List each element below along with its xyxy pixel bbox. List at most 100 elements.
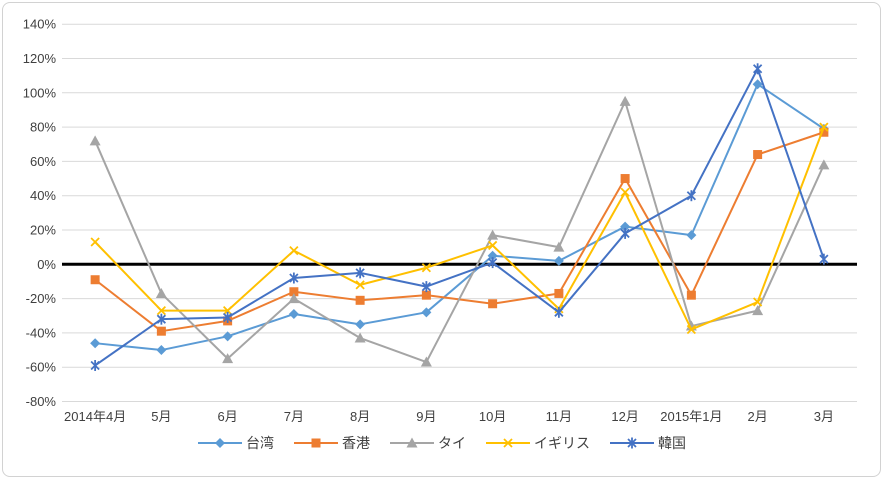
square-marker-icon (819, 127, 829, 137)
x-axis-label: 8月 (350, 409, 370, 424)
x-marker-icon (289, 245, 299, 256)
x-axis-label: 7月 (284, 409, 304, 424)
square-marker-icon (488, 299, 498, 309)
square-marker-icon (311, 438, 321, 448)
series-taiwan-markers (90, 79, 829, 356)
square-marker-icon (156, 326, 166, 336)
x-axis-label: 2015年1月 (660, 409, 722, 424)
square-marker-icon (355, 295, 365, 305)
square-marker-icon (421, 290, 431, 300)
y-tick-label: 120% (23, 51, 57, 66)
diamond-marker-icon (90, 338, 101, 349)
square-marker-icon (289, 287, 299, 297)
x-marker-icon (686, 324, 697, 335)
x-axis-label: 10月 (479, 409, 506, 424)
diamond-marker-icon (487, 250, 498, 261)
x-marker-icon (620, 187, 630, 197)
y-tick-label: 100% (23, 85, 57, 100)
x-axis-label: 9月 (416, 409, 436, 424)
legend-item-uk[interactable]: イギリス (486, 436, 590, 450)
series-hongkong-markers (90, 127, 829, 336)
x-marker-icon (222, 305, 233, 316)
y-tick-label: 60% (30, 154, 56, 169)
x-marker-icon (355, 280, 365, 290)
diamond-marker-icon (355, 319, 366, 330)
series-uk-line (94, 126, 825, 331)
diamond-marker-icon (686, 230, 697, 241)
y-tick-label: -60% (26, 360, 57, 375)
x-marker-icon (486, 438, 530, 448)
x-axis-label: 2014年4月 (64, 409, 126, 424)
x-marker-icon (156, 305, 167, 316)
triangle-marker-icon (553, 241, 565, 252)
series-korea-markers (90, 63, 829, 371)
triangle-marker-icon (155, 287, 167, 298)
series-korea-line (94, 67, 825, 367)
diamond-marker-icon (553, 255, 564, 266)
diamond-marker-icon (620, 221, 631, 232)
square-marker-icon (554, 288, 564, 298)
x-marker-icon (819, 122, 829, 132)
y-tick-label: -40% (26, 325, 57, 340)
triangle-marker-icon (420, 356, 432, 367)
x-axis-label: 2月 (748, 409, 768, 424)
diamond-marker-icon (421, 307, 432, 318)
square-marker-icon (620, 174, 630, 184)
square-marker-icon (686, 290, 696, 300)
asterisk-marker-icon (610, 437, 654, 449)
triangle-marker-icon (288, 293, 300, 304)
x-axis-label: 11月 (546, 409, 573, 424)
y-tick-label: -20% (26, 291, 57, 306)
square-marker-icon (90, 275, 100, 285)
triangle-marker-icon (390, 437, 434, 448)
x-axis-label: 5月 (151, 409, 171, 424)
triangle-marker-icon (222, 353, 234, 364)
triangle-marker-icon (354, 332, 366, 343)
series-hongkong-line (94, 131, 825, 333)
legend-label-thailand: タイ (438, 435, 466, 451)
legend-label-korea: 韓国 (658, 435, 686, 451)
diamond-marker-icon (198, 438, 242, 448)
square-marker-icon (753, 150, 763, 160)
series-taiwan-line (95, 83, 825, 352)
x-axis-label: 6月 (218, 409, 238, 424)
x-marker-icon (487, 240, 498, 251)
y-tick-label: 40% (30, 188, 56, 203)
legend-item-hongkong[interactable]: 香港 (294, 436, 370, 450)
diamond-marker-icon (156, 345, 167, 356)
legend-label-uk: イギリス (534, 435, 590, 451)
x-marker-icon (421, 263, 432, 273)
x-marker-icon (752, 297, 763, 307)
x-axis-label: 12月 (611, 409, 638, 424)
diamond-marker-icon (288, 309, 299, 320)
y-tick-label: -80% (26, 394, 57, 409)
diamond-marker-icon (222, 331, 233, 342)
y-tick-label: 0% (37, 257, 56, 272)
triangle-marker-icon (487, 229, 499, 240)
y-tick-label: 140% (23, 17, 57, 32)
legend-item-taiwan[interactable]: 台湾 (198, 436, 274, 450)
y-tick-label: 80% (30, 120, 56, 135)
legend-label-taiwan: 台湾 (246, 435, 274, 451)
triangle-marker-icon (406, 437, 418, 448)
triangle-marker-icon (752, 305, 764, 316)
series-thailand-markers (89, 95, 830, 367)
x-marker-icon (90, 237, 100, 247)
triangle-marker-icon (619, 95, 631, 106)
triangle-marker-icon (818, 159, 830, 170)
chart-legend: 台湾 香港 タイ イギリス 韓国 (0, 436, 884, 450)
series-uk-markers (90, 122, 829, 335)
diamond-marker-icon (215, 438, 225, 448)
triangle-marker-icon (89, 135, 101, 146)
diamond-marker-icon (752, 79, 763, 90)
y-tick-label: 20% (30, 223, 56, 238)
legend-item-korea[interactable]: 韓国 (610, 436, 686, 450)
x-marker-icon (503, 438, 513, 448)
x-axis-label: 3月 (814, 409, 834, 424)
legend-label-hongkong: 香港 (342, 435, 370, 451)
legend-item-thailand[interactable]: タイ (390, 436, 466, 450)
series-thailand-line (94, 100, 825, 364)
